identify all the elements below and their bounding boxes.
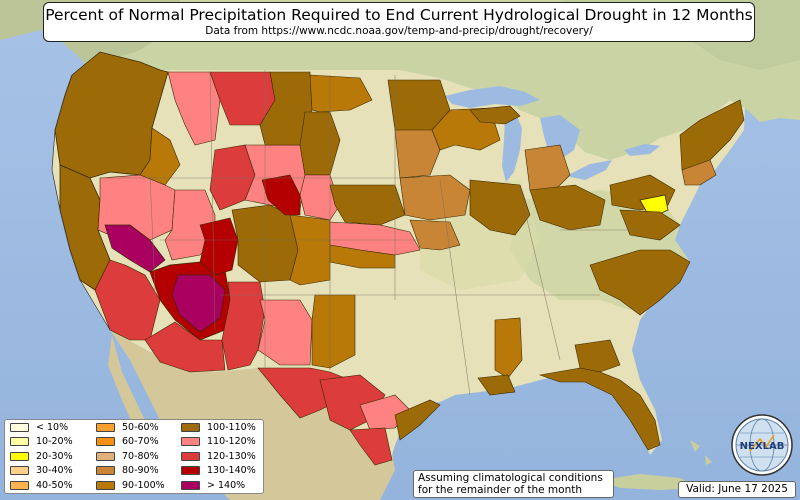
legend-swatch bbox=[181, 466, 200, 475]
assumption-note-line2: for the remainder of the month bbox=[418, 484, 583, 496]
drought-region-carolinas bbox=[589, 249, 691, 316]
legend-swatch bbox=[181, 452, 200, 461]
lake-ontario bbox=[624, 144, 660, 156]
drought-region-upper-michigan bbox=[469, 105, 521, 125]
logo-text: NEXLAB bbox=[740, 441, 785, 452]
drought-region-south-texas bbox=[349, 427, 393, 466]
drought-region-southern-new-england bbox=[681, 159, 717, 186]
legend-label: > 140% bbox=[207, 480, 246, 491]
drought-region-utah bbox=[164, 189, 216, 261]
title-box: Percent of Normal Precipitation Required… bbox=[43, 2, 755, 42]
legend-label: < 10% bbox=[36, 422, 69, 433]
legend-label: 20-30% bbox=[36, 451, 73, 462]
mexico-land bbox=[110, 330, 395, 500]
baja-california bbox=[108, 335, 172, 470]
legend-swatch bbox=[96, 423, 115, 432]
drought-region-north-dakota bbox=[309, 74, 373, 113]
state-boundaries bbox=[100, 70, 640, 396]
valid-date: Valid: June 17 2025 bbox=[678, 481, 796, 498]
legend-label: 80-90% bbox=[122, 465, 159, 476]
map-title: Percent of Normal Precipitation Required… bbox=[45, 6, 753, 24]
lake-michigan bbox=[502, 112, 522, 182]
drought-region-new-mexico-east bbox=[257, 299, 313, 366]
drought-region-new-mexico-west bbox=[221, 281, 266, 371]
legend-swatch bbox=[10, 437, 29, 446]
cuba bbox=[600, 474, 700, 490]
legend-swatch bbox=[10, 466, 29, 475]
drought-region-michigan-lower bbox=[524, 144, 571, 191]
legend-swatch bbox=[96, 466, 115, 475]
legend-label: 130-140% bbox=[207, 465, 256, 476]
nexlab-globe-logo: NEXLAB bbox=[731, 414, 793, 476]
drought-region-georgia bbox=[574, 339, 621, 373]
assumption-note-line1: Assuming climatological conditions bbox=[418, 472, 603, 484]
drought-region-ohio bbox=[529, 184, 606, 231]
legend-swatch bbox=[10, 423, 29, 432]
legend-label: 10-20% bbox=[36, 436, 73, 447]
legend-swatch bbox=[96, 452, 115, 461]
lake-erie bbox=[566, 160, 612, 180]
legend-label: 100-110% bbox=[207, 422, 256, 433]
drought-region-virginia bbox=[619, 209, 681, 241]
legend-swatch bbox=[181, 481, 200, 490]
legend-label: 30-40% bbox=[36, 465, 73, 476]
legend-swatch bbox=[10, 452, 29, 461]
legend-label: 120-130% bbox=[207, 451, 256, 462]
drought-region-texas-coast bbox=[394, 399, 441, 441]
us-coastline bbox=[51, 74, 111, 331]
drought-region-illinois-indiana bbox=[469, 179, 531, 236]
legend-swatch bbox=[96, 481, 115, 490]
legend-swatch bbox=[181, 437, 200, 446]
legend-label: 70-80% bbox=[122, 451, 159, 462]
drought-region-southern-nevada bbox=[104, 224, 166, 273]
map-subtitle: Data from https://www.ncdc.noaa.gov/temp… bbox=[205, 25, 593, 37]
drought-region-iowa-minnesota bbox=[394, 129, 441, 179]
drought-region-central-arizona bbox=[171, 274, 226, 333]
drought-region-wyoming-core bbox=[261, 174, 301, 216]
legend-label: 90-100% bbox=[122, 480, 165, 491]
legend-swatch bbox=[96, 437, 115, 446]
legend: < 10% 10-20% 20-30% 30-40% 40-50% 50-60% 60-70… bbox=[4, 419, 264, 494]
legend-label: 110-120% bbox=[207, 436, 256, 447]
legend-swatch bbox=[181, 423, 200, 432]
assumption-note: Assuming climatological conditions for t… bbox=[413, 470, 614, 498]
drought-region-mississippi bbox=[494, 317, 523, 379]
drought-region-four-corners bbox=[199, 217, 239, 276]
legend-label: 40-50% bbox=[36, 480, 73, 491]
drought-region-louisiana bbox=[477, 374, 516, 396]
legend-label: 50-60% bbox=[122, 422, 159, 433]
legend-label: 60-70% bbox=[122, 436, 159, 447]
drought-region-florida bbox=[538, 367, 661, 451]
drought-region-missouri bbox=[409, 219, 461, 251]
legend-swatch bbox=[10, 481, 29, 490]
drought-region-southern-arizona bbox=[144, 321, 226, 373]
drought-region-iowa bbox=[399, 174, 471, 221]
lake-superior bbox=[445, 86, 540, 108]
bahamas bbox=[690, 440, 712, 465]
drought-region-oklahoma bbox=[311, 294, 356, 369]
